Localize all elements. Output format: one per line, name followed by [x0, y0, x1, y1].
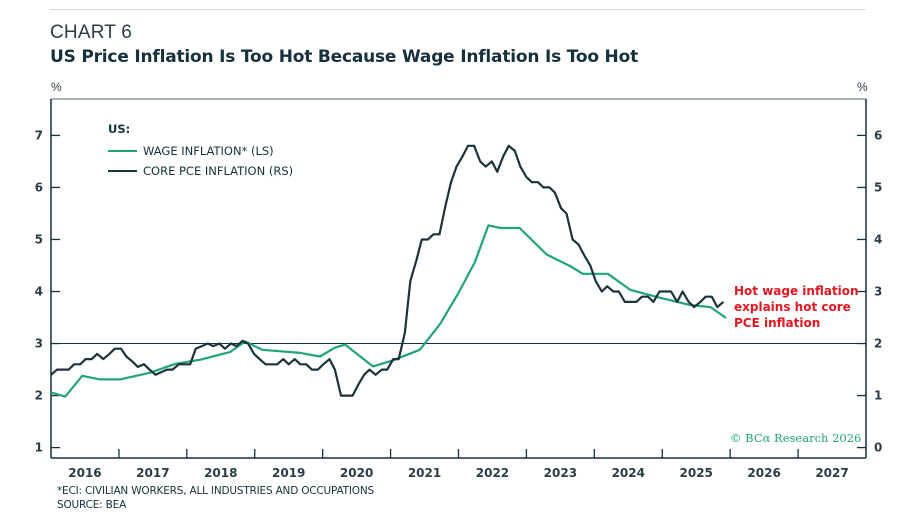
left-y-tick-label: 7 — [35, 128, 43, 142]
x-tick-label: 2019 — [272, 466, 305, 480]
chart-number: CHART 6 — [50, 22, 133, 43]
annotation: Hot wage inflation explains hot core PCE… — [734, 284, 859, 330]
x-tick-label: 2024 — [612, 466, 645, 480]
right-y-tick-label: 1 — [874, 389, 882, 403]
annotation-line-3: PCE inflation — [734, 316, 820, 330]
series-layer — [50, 144, 727, 398]
footnote-eci: *ECI: CIVILIAN WORKERS, ALL INDUSTRIES A… — [57, 485, 374, 497]
top-rule — [50, 9, 866, 10]
x-tick-label: 2027 — [815, 466, 848, 480]
left-y-tick-label: 5 — [35, 232, 43, 246]
x-tick-label: 2016 — [68, 466, 101, 480]
x-tick-label: 2017 — [136, 466, 169, 480]
x-tick-label: 2023 — [544, 466, 577, 480]
x-tick-label: 2022 — [476, 466, 509, 480]
annotation-line-2: explains hot core — [734, 300, 851, 314]
left-y-tick-label: 4 — [35, 285, 43, 299]
left-y-tick-label: 2 — [35, 389, 43, 403]
legend-label-wage: WAGE INFLATION* (LS) — [143, 144, 274, 158]
left-y-tick-label: 3 — [35, 337, 43, 351]
right-y-tick-label: 0 — [874, 441, 882, 455]
right-y-tick-label: 5 — [874, 180, 882, 194]
x-tick-label: 2025 — [680, 466, 713, 480]
right-y-tick-label: 2 — [874, 337, 882, 351]
x-tick-label: 2020 — [340, 466, 373, 480]
x-tick-label: 2021 — [408, 466, 441, 480]
footnote-source: SOURCE: BEA — [57, 499, 127, 511]
series-line-core-pce-inflation — [50, 144, 725, 397]
left-axis-unit: % — [51, 80, 62, 94]
right-y-axis: 0 1 2 3 4 5 6 — [857, 128, 882, 455]
x-axis: 2016 2017 2018 2019 2020 2021 2022 2023 2024 2025… — [68, 449, 849, 480]
right-y-tick-label: 4 — [874, 232, 882, 246]
left-y-tick-label: 1 — [35, 441, 43, 455]
right-axis-unit: % — [857, 80, 868, 94]
annotation-line-1: Hot wage inflation — [734, 284, 859, 298]
right-y-tick-label: 6 — [874, 128, 882, 142]
copyright: © BCα Research 2026 — [730, 431, 861, 445]
left-y-axis: 1 2 3 4 5 6 7 — [35, 128, 60, 455]
legend: US: WAGE INFLATION* (LS) CORE PCE INFLAT… — [108, 122, 293, 178]
left-y-tick-label: 6 — [35, 180, 43, 194]
chart-title: US Price Inflation Is Too Hot Because Wa… — [50, 47, 638, 67]
legend-title: US: — [108, 122, 130, 136]
legend-label-core-pce: CORE PCE INFLATION (RS) — [143, 164, 293, 178]
right-y-tick-label: 3 — [874, 285, 882, 299]
x-tick-label: 2018 — [204, 466, 237, 480]
x-tick-label: 2026 — [747, 466, 780, 480]
